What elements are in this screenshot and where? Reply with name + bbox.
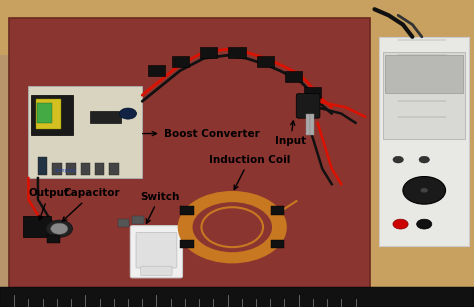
FancyBboxPatch shape	[310, 114, 314, 135]
FancyBboxPatch shape	[81, 163, 90, 175]
FancyBboxPatch shape	[52, 163, 62, 175]
FancyBboxPatch shape	[47, 235, 60, 243]
FancyBboxPatch shape	[257, 56, 274, 67]
FancyBboxPatch shape	[31, 95, 73, 135]
FancyBboxPatch shape	[23, 216, 51, 237]
FancyBboxPatch shape	[130, 226, 182, 278]
Circle shape	[393, 219, 408, 229]
Circle shape	[403, 177, 446, 204]
Circle shape	[46, 220, 73, 237]
FancyBboxPatch shape	[36, 99, 61, 129]
Text: Input: Input	[275, 121, 306, 146]
FancyBboxPatch shape	[385, 55, 463, 93]
FancyBboxPatch shape	[28, 86, 142, 178]
FancyBboxPatch shape	[365, 0, 474, 307]
FancyBboxPatch shape	[304, 87, 321, 98]
FancyBboxPatch shape	[200, 47, 217, 58]
Text: Capacitor: Capacitor	[63, 188, 120, 221]
Circle shape	[393, 156, 403, 163]
Text: sompuns: sompuns	[55, 168, 77, 173]
FancyBboxPatch shape	[38, 157, 47, 175]
Circle shape	[201, 207, 263, 247]
FancyBboxPatch shape	[148, 65, 165, 76]
FancyBboxPatch shape	[37, 103, 52, 123]
FancyBboxPatch shape	[181, 206, 194, 215]
Text: Boost Converter: Boost Converter	[143, 129, 259, 138]
FancyBboxPatch shape	[0, 0, 474, 55]
FancyBboxPatch shape	[0, 287, 474, 307]
FancyBboxPatch shape	[379, 37, 469, 246]
Circle shape	[420, 188, 428, 193]
FancyBboxPatch shape	[9, 18, 370, 289]
Circle shape	[51, 223, 68, 234]
FancyBboxPatch shape	[172, 56, 189, 67]
FancyBboxPatch shape	[271, 206, 284, 215]
FancyBboxPatch shape	[228, 47, 246, 58]
FancyBboxPatch shape	[95, 163, 104, 175]
Text: Switch: Switch	[140, 192, 179, 223]
Circle shape	[119, 108, 137, 119]
FancyBboxPatch shape	[285, 71, 302, 82]
FancyBboxPatch shape	[66, 163, 76, 175]
FancyBboxPatch shape	[132, 216, 144, 224]
FancyBboxPatch shape	[90, 111, 121, 123]
FancyBboxPatch shape	[118, 219, 129, 227]
FancyBboxPatch shape	[306, 114, 310, 135]
Circle shape	[419, 156, 429, 163]
FancyBboxPatch shape	[181, 240, 194, 248]
Text: Output: Output	[28, 188, 69, 220]
FancyBboxPatch shape	[109, 163, 118, 175]
FancyBboxPatch shape	[296, 94, 320, 118]
FancyBboxPatch shape	[383, 52, 465, 139]
FancyBboxPatch shape	[136, 232, 177, 268]
FancyBboxPatch shape	[271, 240, 284, 248]
FancyBboxPatch shape	[141, 266, 172, 276]
Text: Induction Coil: Induction Coil	[209, 155, 290, 189]
Circle shape	[417, 219, 432, 229]
